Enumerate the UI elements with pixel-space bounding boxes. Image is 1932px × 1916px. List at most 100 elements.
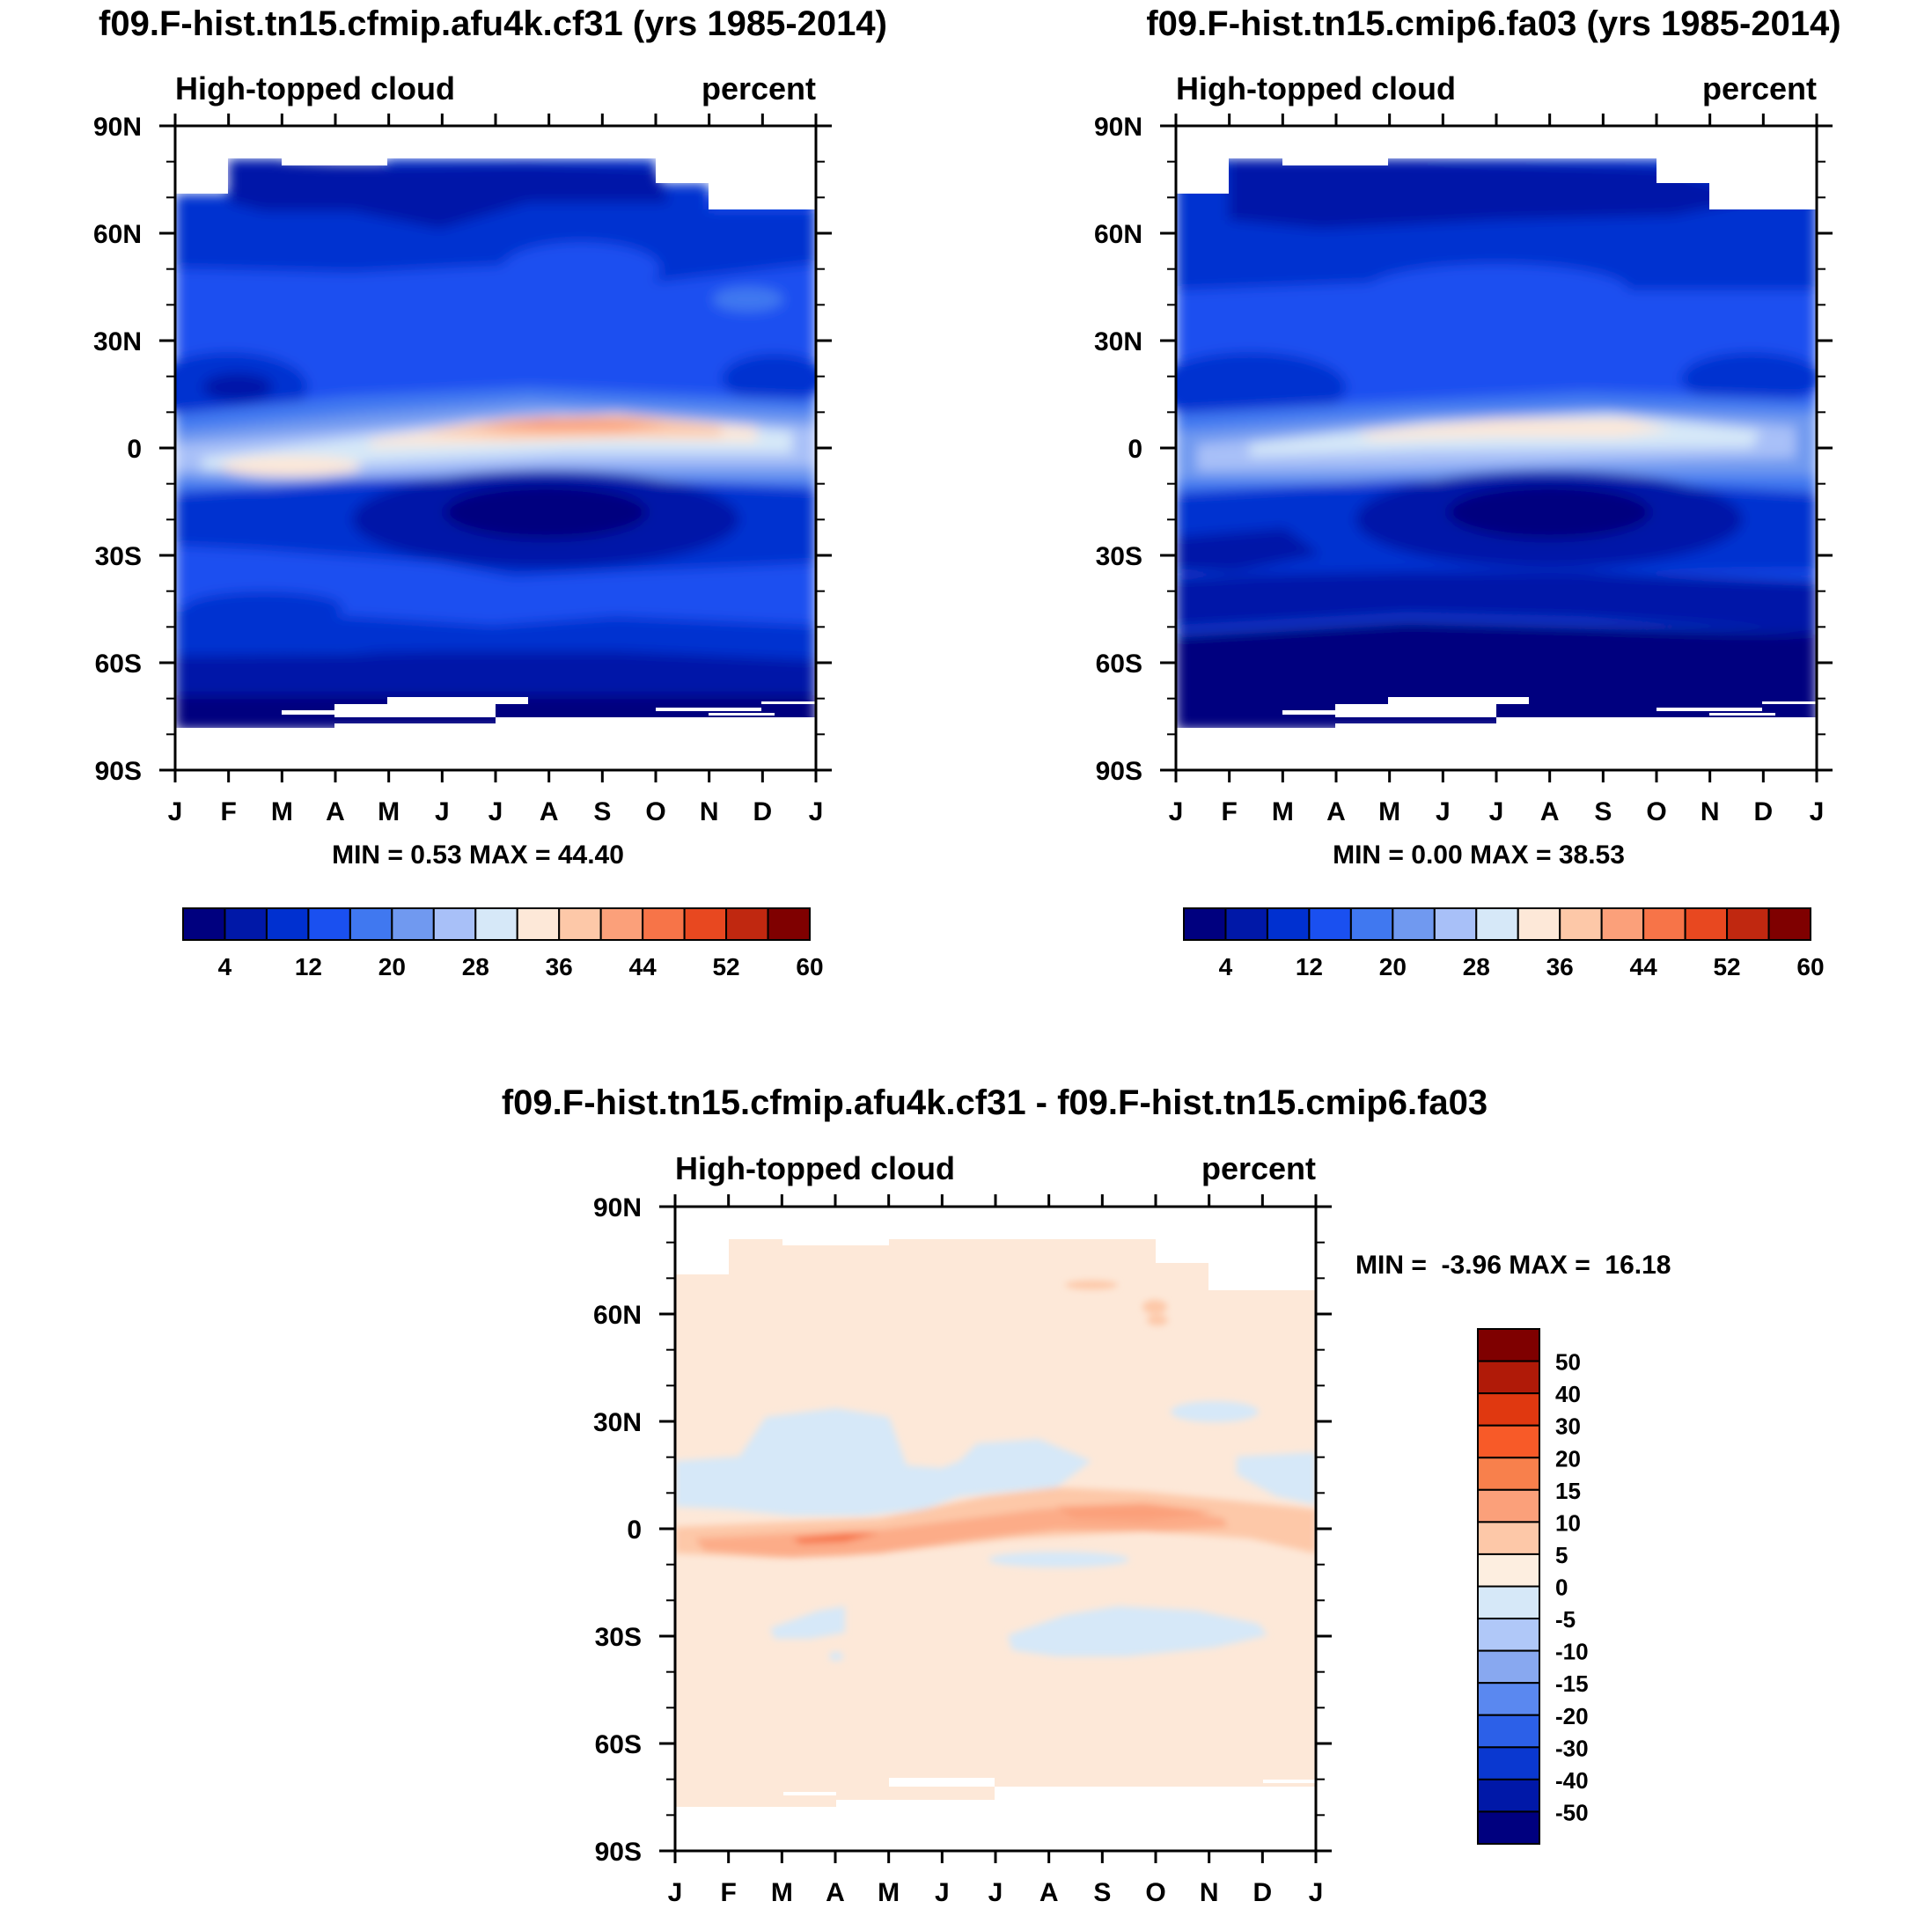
colorbar-swatch bbox=[1392, 907, 1436, 941]
y-tick-label: 60N bbox=[93, 220, 142, 249]
panel-title: f09.F-hist.tn15.cmip6.fa03 (yrs 1985-201… bbox=[1146, 4, 1840, 43]
colorbar-label: 44 bbox=[1630, 953, 1658, 980]
colorbar-swatch bbox=[1559, 907, 1603, 941]
colorbar-label: 36 bbox=[546, 953, 573, 980]
x-tick-label: J bbox=[935, 1878, 950, 1907]
colorbar-label: 12 bbox=[1296, 953, 1323, 980]
colorbar-label: 40 bbox=[1555, 1381, 1581, 1407]
y-tick-label: 90N bbox=[593, 1193, 642, 1222]
contour-field bbox=[675, 1207, 1316, 1851]
right-subtitle: percent bbox=[1201, 1150, 1316, 1186]
left-subtitle: High-topped cloud bbox=[1176, 70, 1456, 106]
colorbar-label: 52 bbox=[1713, 953, 1740, 980]
colorbar-label: -30 bbox=[1555, 1735, 1589, 1761]
colorbar-swatch bbox=[725, 907, 769, 941]
x-tick-label: N bbox=[1200, 1878, 1219, 1907]
colorbar-swatch bbox=[265, 907, 310, 941]
colorbar-swatch bbox=[1477, 1328, 1540, 1362]
colorbar-swatch bbox=[1477, 1714, 1540, 1749]
colorbar-label: -15 bbox=[1555, 1670, 1589, 1697]
colorbar-label: -10 bbox=[1555, 1639, 1589, 1665]
y-tick-label: 60N bbox=[1094, 220, 1142, 249]
y-tick-label: 30N bbox=[1094, 327, 1142, 356]
colorbar-swatch bbox=[1224, 907, 1268, 941]
colorbar-label: -50 bbox=[1555, 1799, 1589, 1825]
colorbar-swatch bbox=[1477, 1585, 1540, 1620]
y-tick-label: 0 bbox=[127, 435, 142, 464]
contour-field bbox=[1176, 126, 1817, 770]
colorbar-swatch bbox=[1477, 1488, 1540, 1523]
x-tick-label: J bbox=[809, 797, 824, 826]
x-tick-label: J bbox=[668, 1878, 683, 1907]
y-tick-label: 30N bbox=[593, 1408, 642, 1437]
colorbar-label: 28 bbox=[462, 953, 489, 980]
colorbar-swatch bbox=[1433, 907, 1478, 941]
panel-difference: f09.F-hist.tn15.cfmip.afu4k.cf31 - f09.F… bbox=[502, 1083, 1671, 1853]
colorbar-swatch bbox=[642, 907, 686, 941]
stats-text: MIN = 0.00 MAX = 38.53 bbox=[1333, 841, 1625, 870]
colorbar-swatch bbox=[1475, 907, 1519, 941]
y-tick-label: 90N bbox=[93, 113, 142, 142]
colorbar-swatch bbox=[1477, 1521, 1540, 1555]
colorbar-swatch bbox=[1642, 907, 1686, 941]
colorbar-label: 20 bbox=[1555, 1445, 1581, 1472]
colorbar-label: 60 bbox=[796, 953, 823, 980]
x-tick-label: S bbox=[1093, 1878, 1111, 1907]
colorbar-swatch bbox=[1308, 907, 1352, 941]
x-tick-label: A bbox=[1540, 797, 1560, 826]
colorbar-swatch bbox=[1684, 907, 1729, 941]
colorbar-swatch bbox=[1517, 907, 1561, 941]
colorbar-swatch bbox=[767, 907, 811, 941]
x-tick-label: D bbox=[1252, 1878, 1272, 1907]
y-tick-label: 60S bbox=[1096, 650, 1142, 679]
panel-title: f09.F-hist.tn15.cfmip.afu4k.cf31 (yrs 19… bbox=[99, 4, 887, 43]
contour-field bbox=[175, 126, 816, 770]
x-tick-label: A bbox=[1039, 1878, 1059, 1907]
x-tick-label: A bbox=[326, 797, 345, 826]
colorbar-swatch bbox=[1477, 1810, 1540, 1845]
colorbar-label: 36 bbox=[1546, 953, 1574, 980]
colorbar-swatch bbox=[1183, 907, 1227, 941]
x-tick-label: O bbox=[645, 797, 665, 826]
y-tick-label: 90S bbox=[95, 757, 142, 786]
x-tick-label: J bbox=[489, 797, 503, 826]
colorbar-swatch bbox=[307, 907, 351, 941]
colorbar-label: 50 bbox=[1555, 1349, 1581, 1376]
colorbar-swatch bbox=[599, 907, 644, 941]
x-tick-label: S bbox=[593, 797, 611, 826]
colorbar-swatch bbox=[1477, 1424, 1540, 1459]
x-tick-label: D bbox=[1753, 797, 1773, 826]
y-tick-label: 0 bbox=[627, 1516, 642, 1545]
colorbar-label: 20 bbox=[378, 953, 406, 980]
colorbar-swatch bbox=[558, 907, 602, 941]
left-subtitle: High-topped cloud bbox=[175, 70, 455, 106]
panel-title: f09.F-hist.tn15.cfmip.afu4k.cf31 - f09.F… bbox=[502, 1083, 1488, 1122]
colorbar-swatch bbox=[474, 907, 518, 941]
x-tick-label: N bbox=[1701, 797, 1720, 826]
x-tick-label: M bbox=[271, 797, 293, 826]
x-tick-label: J bbox=[1489, 797, 1504, 826]
x-tick-label: J bbox=[1436, 797, 1451, 826]
x-tick-label: N bbox=[700, 797, 719, 826]
colorbar-label: 5 bbox=[1555, 1542, 1568, 1568]
y-tick-label: 60S bbox=[95, 650, 142, 679]
colorbar-swatch bbox=[1477, 1682, 1540, 1716]
colorbar-swatch bbox=[516, 907, 561, 941]
y-tick-label: 90S bbox=[1096, 757, 1142, 786]
x-tick-label: S bbox=[1594, 797, 1612, 826]
x-tick-label: M bbox=[1272, 797, 1294, 826]
x-tick-label: J bbox=[1169, 797, 1184, 826]
x-tick-label: M bbox=[378, 797, 400, 826]
colorbar-label: -40 bbox=[1555, 1767, 1589, 1794]
y-tick-label: 30S bbox=[95, 542, 142, 571]
x-tick-label: A bbox=[540, 797, 559, 826]
x-tick-label: M bbox=[771, 1878, 793, 1907]
colorbar-label: 4 bbox=[1219, 953, 1233, 980]
colorbar-label: 52 bbox=[712, 953, 739, 980]
colorbar-label: -5 bbox=[1555, 1606, 1576, 1633]
colorbar-label: -20 bbox=[1555, 1703, 1589, 1729]
y-tick-label: 30N bbox=[93, 327, 142, 356]
right-subtitle: percent bbox=[1702, 70, 1817, 106]
